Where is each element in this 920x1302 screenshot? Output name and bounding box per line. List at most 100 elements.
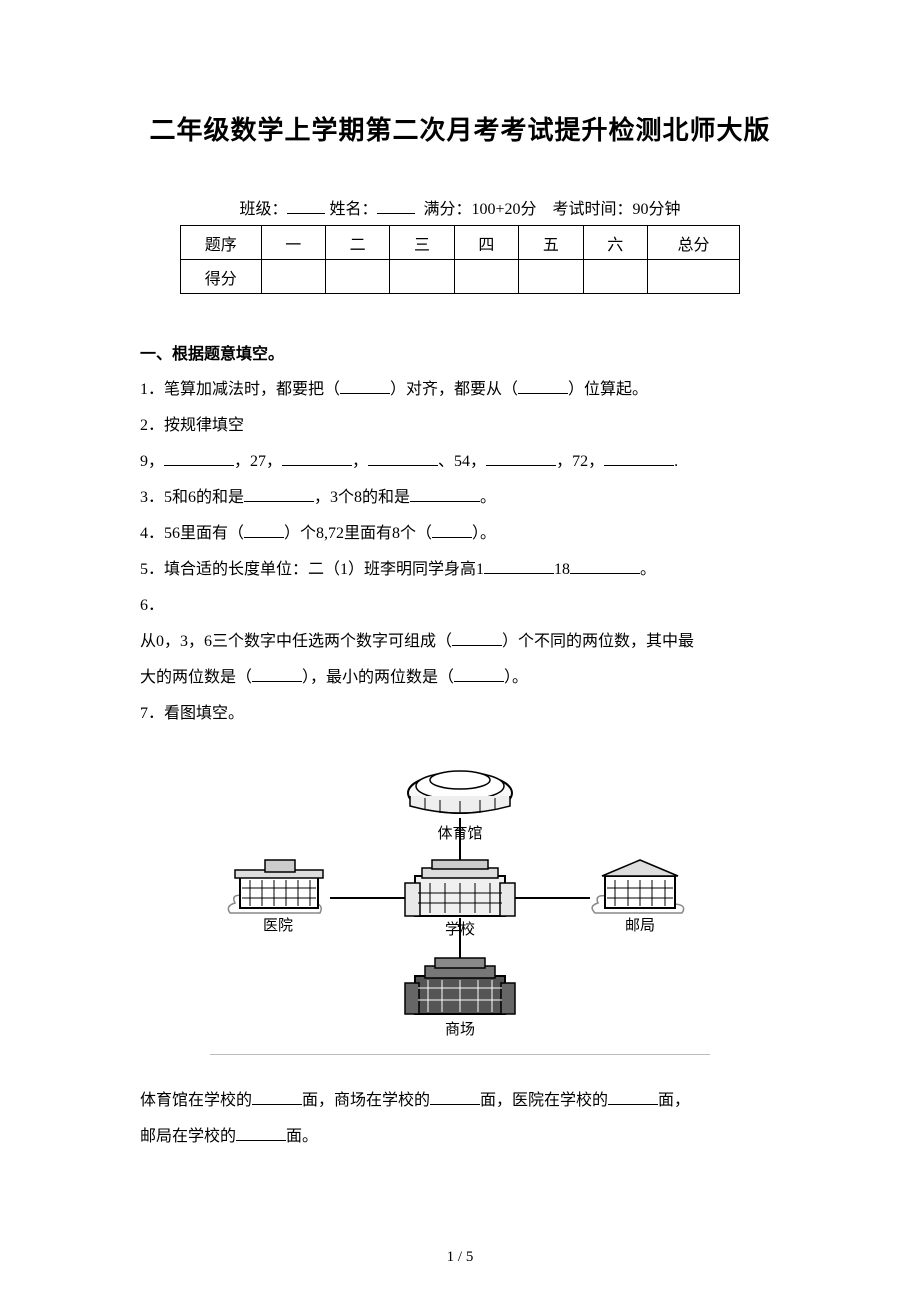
- q3-b: ，3个8的和是: [314, 489, 410, 506]
- score-cell: [454, 260, 518, 294]
- question-1: 1．笔算加减法时，都要把（ ）对齐，都要从（ ）位算起。: [140, 374, 780, 406]
- blank: [452, 632, 502, 646]
- school-label: 学校: [445, 921, 475, 938]
- col-6: 六: [583, 226, 647, 260]
- question-2: 2．按规律填空: [140, 410, 780, 442]
- full-value: 100+20分: [471, 201, 536, 218]
- meta-line: 班级： 姓名： 满分：100+20分 考试时间：90分钟: [140, 195, 780, 219]
- time-label: 考试时间：: [553, 201, 633, 218]
- question-3: 3．5和6的和是 ，3个8的和是 。: [140, 482, 780, 514]
- col-4: 四: [454, 226, 518, 260]
- blank: [608, 1091, 658, 1105]
- question-7-fill-line1: 体育馆在学校的 面，商场在学校的 面，医院在学校的 面，: [140, 1085, 780, 1117]
- map-figure: 体育馆 学校 医院: [210, 748, 710, 1055]
- seq-b: ，27，: [234, 453, 282, 470]
- q3-c: 。: [480, 489, 496, 506]
- q1-c: ）位算起。: [568, 381, 648, 398]
- school-icon: [405, 860, 515, 916]
- q5-b: 18: [554, 561, 570, 578]
- blank: [432, 524, 472, 538]
- mall-icon: [405, 958, 515, 1014]
- question-6-line1: 从0，3，6三个数字中任选两个数字可组成（ ）个不同的两位数，其中最: [140, 626, 780, 658]
- seq-c: ，: [352, 453, 368, 470]
- col-3: 三: [390, 226, 454, 260]
- blank: [244, 488, 314, 502]
- col-1: 一: [261, 226, 325, 260]
- score-cell: [390, 260, 454, 294]
- total-label: 总分: [647, 226, 739, 260]
- score-cell: [325, 260, 389, 294]
- q7-a: 体育馆在学校的: [140, 1092, 252, 1109]
- score-cell: [583, 260, 647, 294]
- q7-c: 面，医院在学校的: [480, 1092, 608, 1109]
- col-2: 二: [325, 226, 389, 260]
- stadium-icon: [408, 771, 512, 814]
- row-label: 得分: [181, 260, 262, 294]
- page-title: 二年级数学上学期第二次月考考试提升检测北师大版: [140, 110, 780, 147]
- score-cell: [519, 260, 583, 294]
- q1-a: 1．笔算加减法时，都要把（: [140, 381, 340, 398]
- blank: [252, 1091, 302, 1105]
- blank: [244, 524, 284, 538]
- q6-e: ）。: [504, 669, 528, 686]
- score-cell: [261, 260, 325, 294]
- question-5: 5．填合适的长度单位：二（1）班李明同学身高1 18 。: [140, 554, 780, 586]
- blank: [604, 452, 674, 466]
- q7-d: 面，: [658, 1092, 690, 1109]
- table-row: 得分: [181, 260, 740, 294]
- q4-c: ）。: [472, 525, 496, 542]
- class-label: 班级：: [239, 201, 287, 218]
- q1-b: ）对齐，都要从（: [390, 381, 518, 398]
- section-heading: 一、根据题意填空。: [140, 340, 780, 364]
- q4-b: ）个8,72里面有8个（: [284, 525, 432, 542]
- score-table: 题序 一 二 三 四 五 六 总分 得分: [180, 225, 740, 294]
- q6-b: ）个不同的两位数，其中最: [502, 633, 694, 650]
- seq-e: ，72，: [556, 453, 604, 470]
- full-label: 满分：: [423, 201, 471, 218]
- time-value: 90分钟: [633, 201, 681, 218]
- blank: [164, 452, 234, 466]
- blank: [368, 452, 438, 466]
- blank: [430, 1091, 480, 1105]
- q7-b: 面，商场在学校的: [302, 1092, 430, 1109]
- blank: [236, 1127, 286, 1141]
- question-6-line2: 大的两位数是（ ），最小的两位数是（ ）。: [140, 662, 780, 694]
- blank: [484, 560, 554, 574]
- map-svg: 体育馆 学校 医院: [210, 748, 710, 1048]
- seq-d: 、54，: [438, 453, 486, 470]
- question-4: 4．56里面有（ ）个8,72里面有8个（ ）。: [140, 518, 780, 550]
- name-label: 姓名：: [329, 201, 377, 218]
- post-icon: [592, 860, 684, 913]
- blank: [454, 668, 504, 682]
- q5-a: 5．填合适的长度单位：二（1）班李明同学身高1: [140, 561, 484, 578]
- q6-d: ），最小的两位数是（: [302, 669, 454, 686]
- blank: [410, 488, 480, 502]
- page-number: 1 / 5: [0, 1249, 920, 1266]
- question-6: 6．: [140, 590, 780, 622]
- blank: [340, 380, 390, 394]
- blank: [570, 560, 640, 574]
- q7-f: 面。: [286, 1128, 318, 1145]
- col-5: 五: [519, 226, 583, 260]
- question-7: 7．看图填空。: [140, 698, 780, 730]
- blank: [486, 452, 556, 466]
- q5-c: 。: [640, 561, 656, 578]
- post-label: 邮局: [625, 917, 655, 934]
- hospital-icon: [228, 860, 323, 913]
- table-row: 题序 一 二 三 四 五 六 总分: [181, 226, 740, 260]
- q3-a: 3．5和6的和是: [140, 489, 244, 506]
- seq-f: .: [674, 453, 678, 470]
- blank: [282, 452, 352, 466]
- blank: [518, 380, 568, 394]
- question-2-seq: 9， ，27， ， 、54， ，72，.: [140, 446, 780, 478]
- hospital-label: 医院: [263, 916, 293, 934]
- blank: [252, 668, 302, 682]
- seq-a: 9，: [140, 453, 164, 470]
- q6-c: 大的两位数是（: [140, 669, 252, 686]
- q6-a: 从0，3，6三个数字中任选两个数字可组成（: [140, 633, 452, 650]
- class-blank: [287, 200, 325, 214]
- q7-e: 邮局在学校的: [140, 1128, 236, 1145]
- stadium-label: 体育馆: [437, 825, 482, 842]
- q4-a: 4．56里面有（: [140, 525, 244, 542]
- question-7-fill-line2: 邮局在学校的 面。: [140, 1121, 780, 1153]
